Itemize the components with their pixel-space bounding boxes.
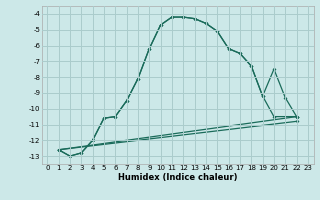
X-axis label: Humidex (Indice chaleur): Humidex (Indice chaleur) <box>118 173 237 182</box>
